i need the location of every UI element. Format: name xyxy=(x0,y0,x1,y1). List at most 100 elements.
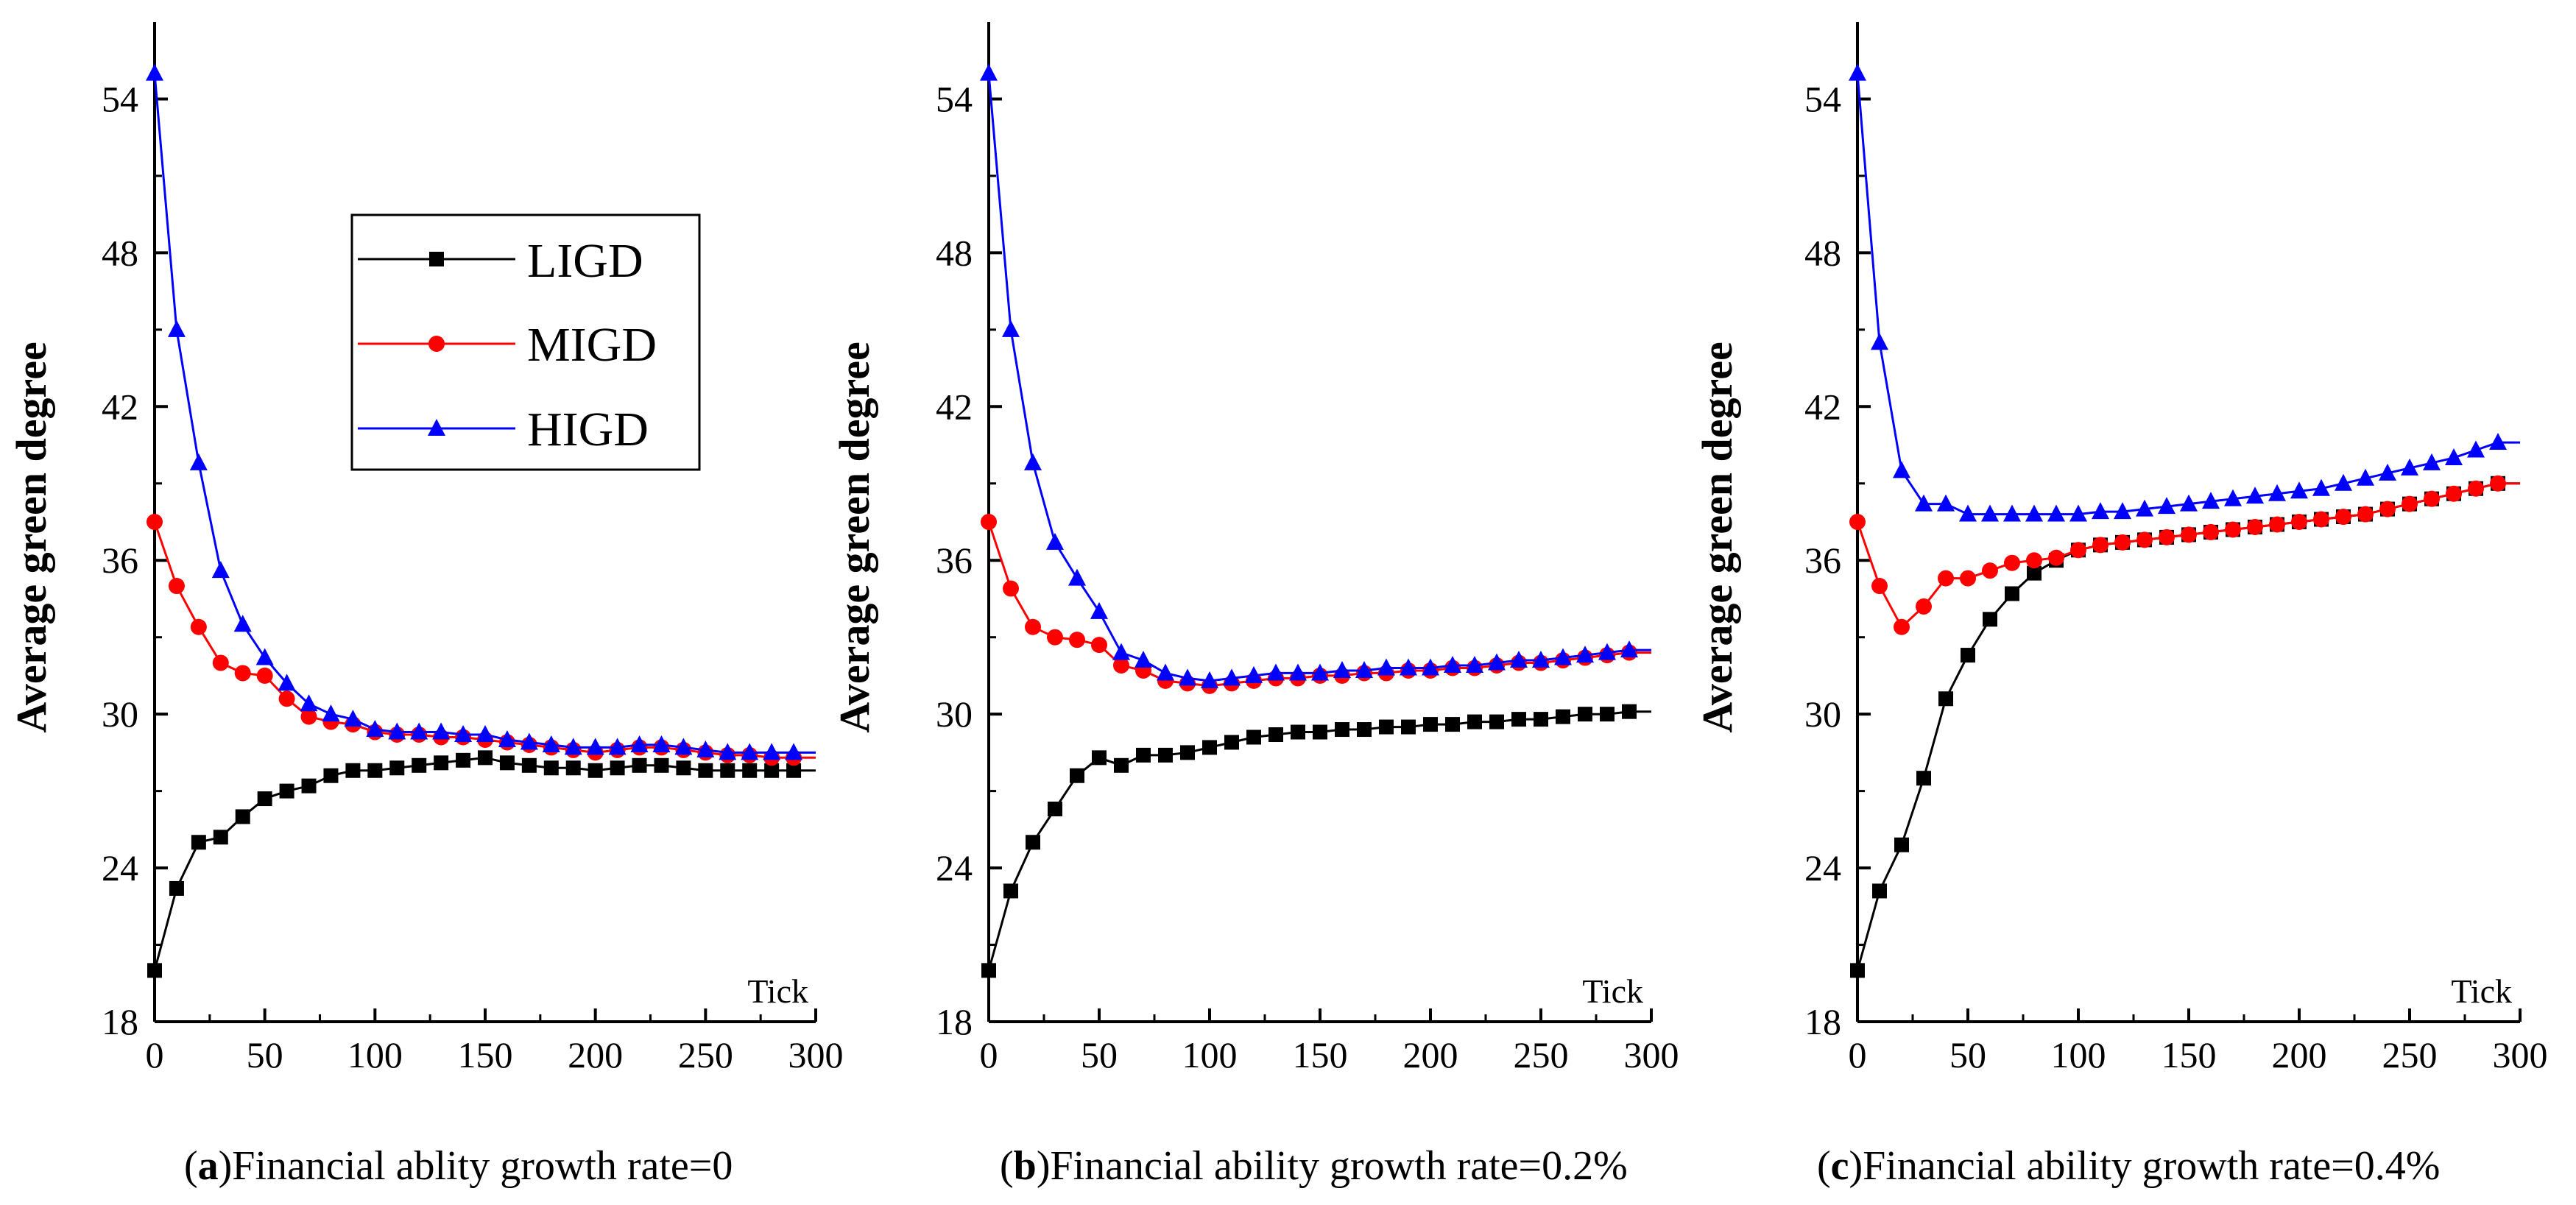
data-point-higd xyxy=(1871,333,1888,350)
data-point-migd xyxy=(168,578,185,595)
data-point-ligd xyxy=(235,809,250,824)
data-point-ligd xyxy=(301,778,317,794)
data-point-higd xyxy=(1289,663,1307,681)
data-point-higd xyxy=(1135,651,1152,668)
data-point-higd xyxy=(2379,463,2396,481)
data-point-ligd xyxy=(1114,757,1129,773)
data-point-higd xyxy=(1981,504,1999,522)
data-point-migd xyxy=(2203,523,2219,540)
data-point-ligd xyxy=(521,757,537,773)
data-point-higd xyxy=(2047,504,2065,522)
data-point-ligd xyxy=(456,752,471,768)
panel-caption: (b)Financial ability growth rate=0.2% xyxy=(1000,1143,1628,1189)
data-point-migd xyxy=(1025,618,1041,635)
data-point-higd xyxy=(189,453,208,470)
data-point-higd xyxy=(1377,658,1395,676)
data-point-migd xyxy=(2247,518,2263,535)
data-point-ligd xyxy=(499,755,515,771)
data-point-ligd xyxy=(279,783,294,799)
y-tick-label: 54 xyxy=(1804,78,1841,119)
data-point-migd xyxy=(2313,511,2329,528)
data-point-higd xyxy=(1893,461,1910,478)
data-point-higd xyxy=(2467,440,2485,458)
data-point-higd xyxy=(344,710,362,727)
data-point-ligd xyxy=(1534,712,1548,727)
data-point-higd xyxy=(1245,665,1263,683)
data-point-higd xyxy=(2114,502,2131,520)
data-point-higd xyxy=(2445,448,2463,465)
y-tick-label: 48 xyxy=(102,232,138,273)
y-tick-label: 18 xyxy=(1804,1001,1841,1042)
data-point-ligd xyxy=(1180,745,1195,760)
series-line-ligd xyxy=(153,756,816,971)
data-point-migd xyxy=(2159,529,2175,545)
data-point-ligd xyxy=(1136,747,1151,763)
data-point-migd xyxy=(2225,521,2241,538)
y-tick-label: 42 xyxy=(1804,386,1841,427)
data-point-ligd xyxy=(1872,883,1887,899)
data-point-higd xyxy=(1068,568,1086,586)
data-point-migd xyxy=(256,667,273,684)
data-point-ligd xyxy=(191,835,206,850)
data-point-higd xyxy=(2335,473,2352,491)
data-point-migd xyxy=(1047,629,1063,646)
series-line-higd xyxy=(1856,73,2520,516)
y-tick-label: 24 xyxy=(1804,847,1841,888)
data-point-ligd xyxy=(478,750,493,766)
data-point-higd xyxy=(564,738,582,755)
data-point-ligd xyxy=(764,763,780,778)
x-tick-label: 50 xyxy=(1949,1034,1986,1075)
data-point-ligd xyxy=(434,755,449,771)
data-point-ligd xyxy=(2005,586,2019,601)
data-point-ligd xyxy=(1556,709,1570,724)
y-axis-label: Average green degree xyxy=(1693,342,1741,732)
data-point-ligd xyxy=(1489,714,1504,729)
data-point-higd xyxy=(2357,468,2374,486)
y-tick-label: 48 xyxy=(1804,232,1841,273)
data-point-higd xyxy=(1267,663,1285,681)
data-point-higd xyxy=(763,743,781,760)
y-axis-label: Average green degree xyxy=(7,342,55,732)
data-point-ligd xyxy=(654,757,669,773)
data-point-higd xyxy=(1046,532,1064,550)
x-tick-label: 150 xyxy=(2162,1034,2217,1075)
legend-label-ligd: LIGD xyxy=(527,234,643,288)
x-tick-label: 0 xyxy=(1849,1034,1867,1075)
data-point-higd xyxy=(2489,433,2507,450)
data-point-higd xyxy=(2202,492,2220,509)
data-point-higd xyxy=(2069,504,2087,522)
caption-text: )Financial ablity growth rate=0 xyxy=(219,1143,733,1189)
data-point-ligd xyxy=(720,763,735,778)
x-tick-label: 50 xyxy=(1081,1034,1118,1075)
y-tick-label: 18 xyxy=(102,1001,138,1042)
data-point-migd xyxy=(234,665,251,682)
data-point-higd xyxy=(1311,663,1329,681)
data-point-higd xyxy=(1201,671,1218,688)
data-point-ligd xyxy=(389,760,405,776)
data-point-higd xyxy=(1157,663,1174,681)
data-point-higd xyxy=(2003,504,2021,522)
data-point-ligd xyxy=(1511,712,1526,727)
data-point-higd xyxy=(300,694,318,712)
data-point-higd xyxy=(2246,487,2264,504)
data-point-migd xyxy=(1916,598,1932,615)
data-point-higd xyxy=(2312,478,2330,496)
data-point-ligd xyxy=(1916,771,1931,786)
data-point-ligd xyxy=(1202,740,1217,755)
y-tick-label: 24 xyxy=(102,847,138,888)
legend-label-migd: MIGD xyxy=(527,318,657,372)
data-point-ligd xyxy=(1268,727,1283,743)
x-tick-label: 300 xyxy=(788,1034,844,1075)
x-tick-label: 200 xyxy=(2272,1034,2327,1075)
data-point-ligd xyxy=(1070,768,1084,783)
data-point-higd xyxy=(498,729,516,747)
data-point-ligd xyxy=(1224,735,1239,750)
data-point-migd xyxy=(2114,534,2131,551)
data-point-higd xyxy=(410,722,428,740)
data-point-migd xyxy=(1849,514,1866,530)
data-point-higd xyxy=(630,735,649,752)
data-point-migd xyxy=(2048,549,2064,566)
data-point-higd xyxy=(146,63,163,81)
data-point-higd xyxy=(674,738,693,755)
